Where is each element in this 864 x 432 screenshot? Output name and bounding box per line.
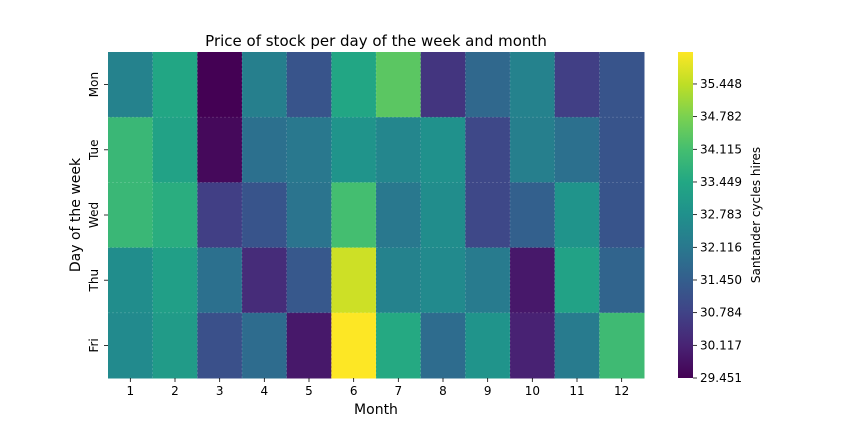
- heatmap-cell-tue-1: [108, 117, 154, 183]
- heatmap-cell-fri-12: [599, 312, 645, 379]
- heatmap-cell-fri-3: [197, 312, 243, 379]
- heatmap-cell-thu-6: [331, 247, 377, 314]
- heatmap-cell-mon-6: [331, 52, 377, 118]
- heatmap-cell-mon-1: [108, 52, 154, 118]
- colorbar-tick-label: 30.117: [700, 338, 742, 352]
- heatmap-cell-thu-4: [242, 247, 288, 314]
- heatmap-cell-mon-4: [242, 52, 288, 118]
- y-tick-label: Wed: [87, 202, 101, 228]
- heatmap-cell-wed-11: [554, 182, 600, 249]
- heatmap-cell-wed-1: [108, 182, 154, 249]
- heatmap-cell-tue-6: [331, 117, 377, 183]
- colorbar-tick-label: 35.448: [700, 77, 742, 91]
- heatmap-cell-fri-2: [152, 312, 198, 379]
- x-axis-ticks: 1 2 3 4 5 6 7 8 9 10 11 12: [127, 378, 629, 398]
- y-axis-label: Day of the week: [68, 157, 84, 272]
- heatmap-cell-fri-11: [554, 312, 600, 379]
- x-tick-label: 1: [127, 384, 135, 398]
- heatmap-cell-thu-3: [197, 247, 243, 314]
- x-tick-label: 8: [439, 384, 447, 398]
- y-tick-label: Thu: [87, 269, 101, 293]
- heatmap-cell-tue-11: [554, 117, 600, 183]
- heatmap-cell-fri-9: [465, 312, 511, 379]
- heatmap-cell-mon-12: [599, 52, 645, 118]
- heatmap-cell-fri-4: [242, 312, 288, 379]
- heatmap-cell-tue-9: [465, 117, 511, 183]
- heatmap-cell-fri-7: [376, 312, 422, 379]
- x-tick-label: 9: [484, 384, 492, 398]
- x-tick-label: 4: [261, 384, 269, 398]
- heatmap-cell-thu-1: [108, 247, 154, 314]
- heatmap-cell-tue-4: [242, 117, 288, 183]
- x-tick-label: 7: [395, 384, 403, 398]
- heatmap-cell-mon-5: [286, 52, 332, 118]
- y-tick-label: Mon: [87, 72, 101, 97]
- heatmap-cell-wed-3: [197, 182, 243, 249]
- heatmap-cell-mon-3: [197, 52, 243, 118]
- heatmap-cell-fri-10: [510, 312, 556, 379]
- heatmap-cell-thu-9: [465, 247, 511, 314]
- heatmap-cell-fri-6: [331, 312, 377, 379]
- heatmap-cell-mon-10: [510, 52, 556, 118]
- heatmap-cell-tue-8: [420, 117, 466, 183]
- colorbar-tick-label: 34.115: [700, 142, 742, 156]
- heatmap-cell-wed-4: [242, 182, 288, 249]
- colorbar-ticks: 29.451 30.117 30.784 31.450 32.116 32.783 33.4…: [693, 77, 742, 385]
- colorbar-tick-label: 34.782: [700, 110, 742, 124]
- x-tick-label: 6: [350, 384, 358, 398]
- heatmap-cell-thu-10: [510, 247, 556, 314]
- heatmap-cell-fri-5: [286, 312, 332, 379]
- heatmap-cell-tue-3: [197, 117, 243, 183]
- heatmap-cell-thu-12: [599, 247, 645, 314]
- heatmap-cell-mon-9: [465, 52, 511, 118]
- colorbar-tick-label: 32.783: [700, 208, 742, 222]
- x-axis-label: Month: [354, 402, 398, 418]
- heatmap-cell-mon-8: [420, 52, 466, 118]
- y-axis-ticks: Mon Tue Wed Thu Fri: [87, 72, 108, 353]
- colorbar-label: Santander cycles hires: [749, 147, 763, 283]
- heatmap-cell-mon-7: [376, 52, 422, 118]
- heatmap-cell-tue-2: [152, 117, 198, 183]
- y-tick-label: Tue: [87, 140, 101, 162]
- heatmap-cell-tue-10: [510, 117, 556, 183]
- colorbar-tick-label: 32.116: [700, 240, 742, 254]
- heatmap-cell-wed-12: [599, 182, 645, 249]
- heatmap-cell-tue-7: [376, 117, 422, 183]
- colorbar-tick-label: 31.450: [700, 273, 742, 287]
- heatmap-cells: [108, 52, 645, 379]
- heatmap-cell-wed-8: [420, 182, 466, 249]
- heatmap-cell-fri-1: [108, 312, 154, 379]
- x-tick-label: 3: [216, 384, 224, 398]
- x-tick-label: 12: [614, 384, 629, 398]
- colorbar-tick-label: 33.449: [700, 175, 742, 189]
- x-tick-label: 11: [569, 384, 584, 398]
- colorbar-tick-label: 30.784: [700, 306, 742, 320]
- heatmap-cell-thu-7: [376, 247, 422, 314]
- heatmap-cell-wed-5: [286, 182, 332, 249]
- heatmap-cell-thu-8: [420, 247, 466, 314]
- chart-title: Price of stock per day of the week and m…: [205, 32, 547, 50]
- heatmap-cell-wed-10: [510, 182, 556, 249]
- heatmap-cell-wed-7: [376, 182, 422, 249]
- heatmap-cell-tue-5: [286, 117, 332, 183]
- heatmap-cell-tue-12: [599, 117, 645, 183]
- heatmap-cell-thu-11: [554, 247, 600, 314]
- heatmap-cell-thu-2: [152, 247, 198, 314]
- x-tick-label: 10: [525, 384, 540, 398]
- x-tick-label: 2: [171, 384, 179, 398]
- heatmap-cell-wed-6: [331, 182, 377, 249]
- heatmap-cell-wed-2: [152, 182, 198, 249]
- heatmap-cell-mon-11: [554, 52, 600, 118]
- colorbar-tick-label: 29.451: [700, 371, 742, 385]
- heatmap-cell-thu-5: [286, 247, 332, 314]
- heatmap-cell-fri-8: [420, 312, 466, 379]
- heatmap-cell-wed-9: [465, 182, 511, 249]
- heatmap-cell-mon-2: [152, 52, 198, 118]
- x-tick-label: 5: [305, 384, 313, 398]
- y-tick-label: Fri: [87, 338, 101, 352]
- colorbar: [678, 52, 693, 378]
